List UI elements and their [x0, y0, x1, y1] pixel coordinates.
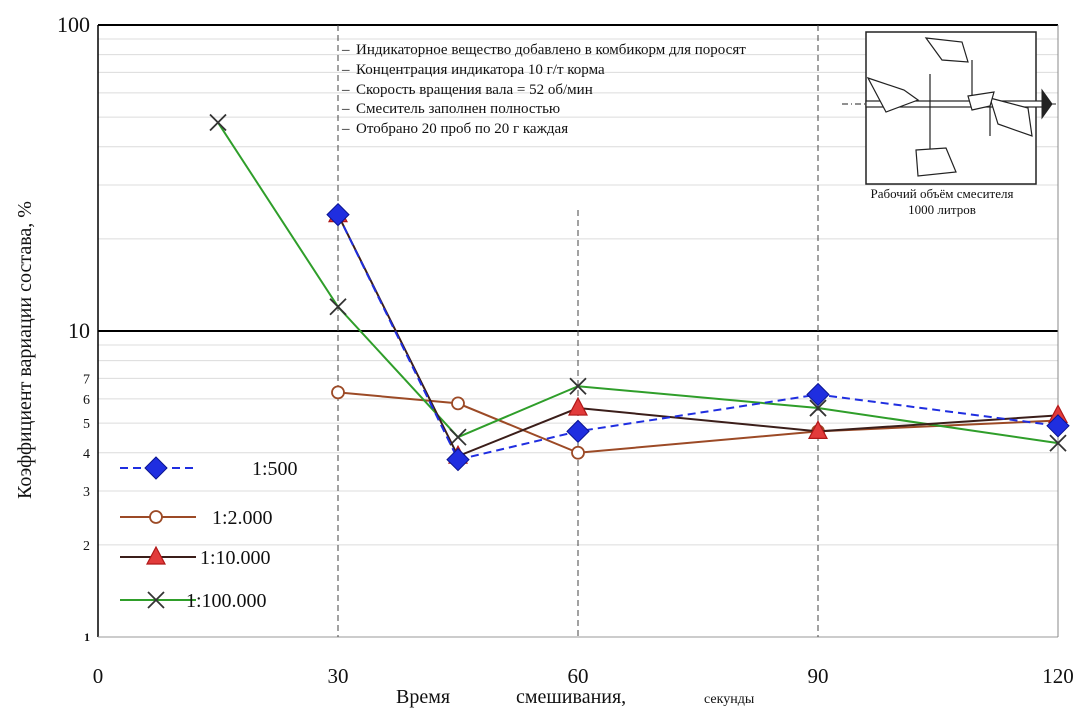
data-point — [146, 545, 166, 565]
y-tick-label-minor: 2 — [83, 539, 90, 554]
x-axis-label-part: секунды — [704, 692, 755, 707]
x-tick-label: 0 — [93, 664, 104, 688]
data-point — [209, 113, 227, 132]
mixer-blade-4 — [915, 147, 957, 177]
data-point — [446, 447, 470, 472]
data-point-stroke — [147, 591, 165, 609]
data-point — [809, 399, 827, 417]
series — [209, 113, 1067, 452]
data-point — [808, 420, 828, 439]
data-point-stroke — [449, 428, 467, 446]
series-line — [217, 121, 1059, 445]
series-layer — [209, 113, 1070, 472]
mixer-diagram — [842, 31, 1058, 185]
data-point — [571, 445, 585, 460]
note-item: Смеситель заполнен полностью — [342, 101, 762, 118]
legend-label: 1:10.000 — [200, 547, 271, 569]
note-item: Концентрация индикатора 10 г/т корма — [342, 62, 762, 79]
legend-label: 1:100.000 — [186, 590, 267, 612]
data-point — [144, 456, 168, 480]
data-point — [449, 428, 467, 446]
data-point-stroke — [329, 298, 347, 316]
y-tick-label-minor: 5 — [83, 417, 90, 432]
data-point — [326, 202, 350, 227]
legend: 1:500 1:2.000 1:10.000 1:100.000 — [120, 456, 298, 612]
mixer-blade-3 — [989, 97, 1033, 137]
legend-label: 1:500 — [252, 458, 298, 480]
note-item: Отобрано 20 проб по 20 г каждая — [342, 121, 762, 138]
data-point — [1049, 434, 1067, 452]
series — [326, 202, 1070, 472]
x-tick-label: 60 — [568, 664, 589, 688]
y-tick-label-minor: 4 — [83, 447, 90, 462]
series-line — [337, 214, 1059, 458]
y-tick-label-minor: 7 — [83, 372, 90, 387]
x-axis-label-part: смешивания, — [516, 686, 627, 708]
x-axis-label-part: Время — [396, 686, 451, 708]
y-tick-label-major: 100 — [57, 12, 90, 37]
y-axis-label: Коэффициент вариации состава, % — [14, 201, 36, 499]
x-tick-label: 90 — [808, 664, 829, 688]
x-tick-label: 120 — [1042, 664, 1074, 688]
data-point — [1046, 414, 1070, 438]
y-tick-label-major: 1 — [84, 630, 90, 644]
axis-ticks: 0 30 60 90 120 100 10 1 7 6 5 4 3 2 — [57, 12, 1074, 688]
data-point — [147, 591, 165, 609]
mixer-caption-line: Рабочий объём смесителя — [870, 186, 1014, 201]
data-point — [569, 377, 587, 395]
data-point-stroke — [1049, 434, 1067, 452]
mixer-blade-1 — [924, 37, 969, 63]
mixer-end-cap — [1041, 88, 1053, 120]
y-tick-label-major: 10 — [68, 318, 90, 343]
data-point — [451, 396, 465, 411]
y-tick-label-minor: 6 — [83, 393, 90, 408]
note-item: Индикаторное вещество добавлено в комбик… — [342, 42, 762, 59]
data-point-stroke — [569, 377, 587, 395]
legend-label: 1:2.000 — [212, 507, 273, 529]
x-tick-label: 30 — [328, 664, 349, 688]
y-tick-label-minor: 3 — [83, 485, 90, 500]
mixer-caption: Рабочий объём смесителя 1000 литров — [826, 186, 1058, 217]
data-point-stroke — [809, 399, 827, 417]
data-point — [329, 298, 347, 316]
mixer-blade-2 — [866, 76, 920, 113]
experiment-notes: Индикаторное вещество добавлено в комбик… — [342, 42, 762, 141]
data-point — [566, 419, 590, 444]
mixer-blade-5 — [967, 91, 995, 111]
note-item: Скорость вращения вала = 52 об/мин — [342, 82, 762, 99]
data-point — [568, 396, 588, 416]
data-point — [149, 510, 163, 524]
data-point — [331, 385, 345, 400]
mixer-caption-line: 1000 литров — [908, 201, 976, 217]
data-point — [806, 382, 830, 407]
data-point-stroke — [209, 113, 227, 132]
